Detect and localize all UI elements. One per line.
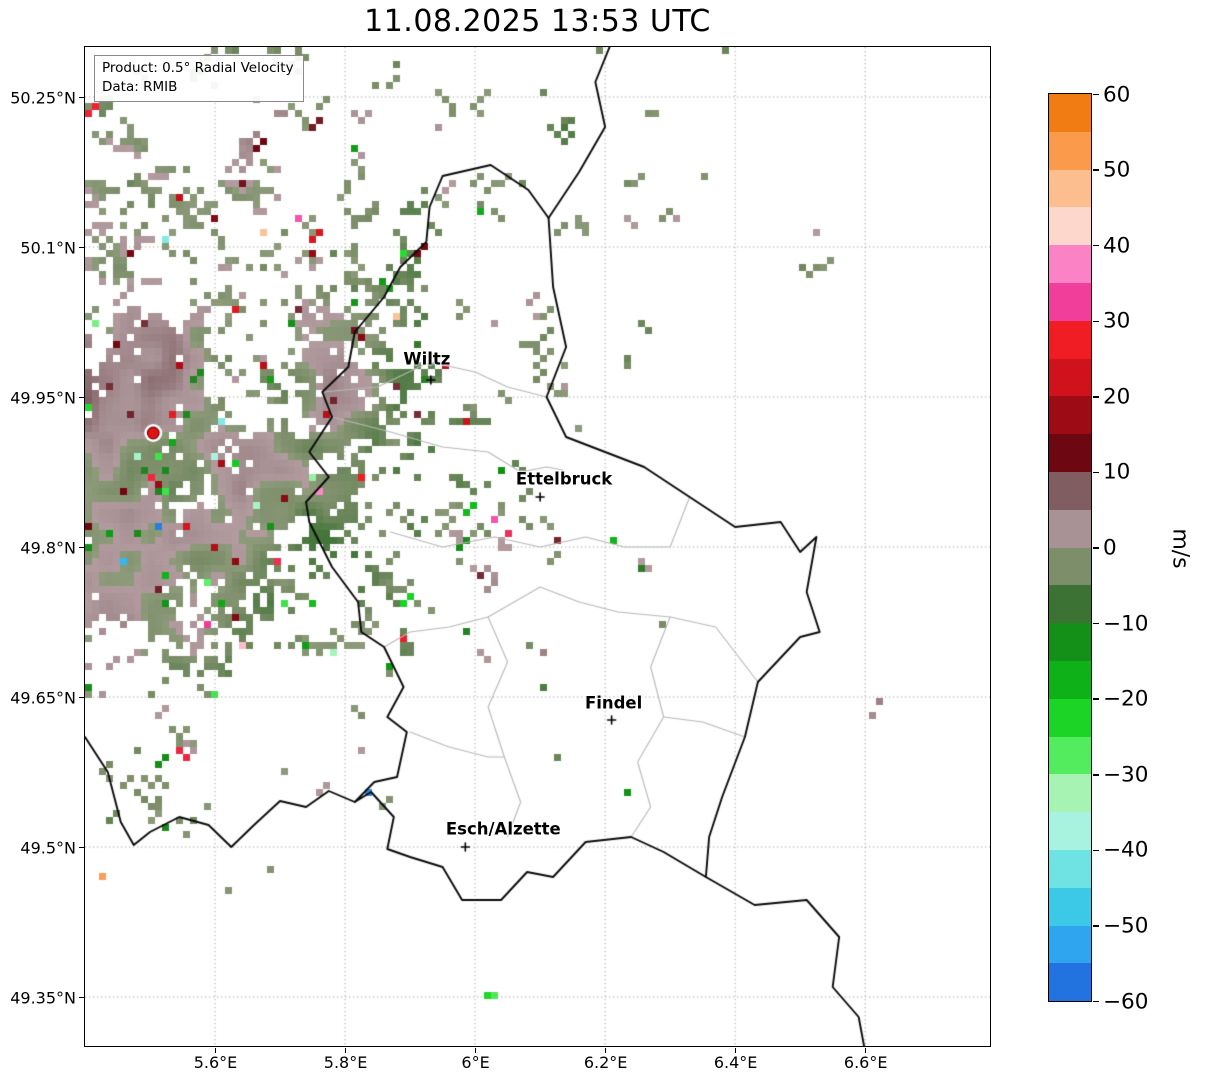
lat-tick-label: 49.35°N	[10, 988, 76, 1007]
colorbar-tick-mark	[1093, 698, 1099, 700]
lon-tick-mark	[604, 1047, 607, 1053]
lat-tick-label: 49.65°N	[10, 688, 76, 707]
colorbar-tick-label: 40	[1103, 233, 1131, 259]
colorbar-band	[1049, 320, 1091, 359]
figure-title: 11.08.2025 13:53 UTC	[364, 4, 711, 39]
colorbar-tick-label: −30	[1103, 762, 1149, 788]
colorbar-band	[1049, 812, 1091, 850]
lat-tick-label: 49.8°N	[20, 538, 76, 557]
colorbar-tick-mark	[1093, 1000, 1099, 1003]
map-plot: Product: 0.5° Radial Velocity Data: RMIB…	[84, 46, 991, 1047]
lat-tick-label: 50.1°N	[20, 238, 76, 257]
colorbar	[1048, 93, 1092, 1002]
lat-tick-mark	[79, 96, 84, 99]
data-source-label: Data: RMIB	[102, 78, 178, 95]
colorbar-tick-mark	[1093, 396, 1099, 398]
lon-tick-label: 6.6°E	[843, 1053, 888, 1072]
lon-tick-label: 5.8°E	[323, 1053, 368, 1072]
colorbar-tick-label: −10	[1103, 611, 1149, 637]
colorbar-band	[1049, 434, 1091, 472]
colorbar-band	[1049, 509, 1091, 548]
colorbar-tick-label: 30	[1103, 308, 1131, 334]
lat-tick-mark	[79, 846, 84, 849]
colorbar-tick-mark	[1093, 925, 1099, 927]
colorbar-tick-label: 60	[1103, 82, 1131, 107]
lon-tick-mark	[474, 1047, 477, 1053]
colorbar-tick-mark	[1093, 320, 1099, 322]
colorbar-tick-label: 20	[1103, 384, 1131, 410]
lon-tick-mark	[344, 1047, 347, 1053]
colorbar-band	[1049, 736, 1091, 775]
product-label: Product: 0.5° Radial Velocity	[102, 60, 294, 76]
colorbar-band	[1049, 963, 1091, 1002]
lat-tick-label: 50.25°N	[10, 88, 76, 107]
colorbar-band	[1049, 774, 1091, 813]
colorbar-band	[1049, 282, 1091, 321]
lon-tick-label: 5.6°E	[193, 1053, 238, 1072]
colorbar-band	[1049, 131, 1091, 170]
colorbar-tick-mark	[1093, 244, 1099, 247]
colorbar-tick-mark	[1093, 471, 1099, 474]
colorbar-tick-mark	[1093, 169, 1099, 171]
lat-tick-label: 49.95°N	[10, 388, 76, 407]
radar-map-canvas	[85, 47, 990, 1046]
lat-tick-mark	[79, 396, 84, 399]
lon-tick-mark	[864, 1047, 867, 1053]
colorbar-tick-mark	[1093, 93, 1099, 96]
colorbar-band	[1049, 623, 1091, 661]
colorbar-band	[1049, 925, 1091, 964]
colorbar-tick-label: −20	[1103, 686, 1149, 712]
colorbar-band	[1049, 94, 1091, 132]
colorbar-tick-mark	[1093, 622, 1099, 625]
colorbar-band	[1049, 245, 1091, 283]
colorbar-tick-mark	[1093, 774, 1099, 776]
lat-tick-mark	[79, 546, 84, 549]
product-info-box: Product: 0.5° Radial Velocity Data: RMIB	[94, 55, 304, 102]
colorbar-band	[1049, 585, 1091, 624]
colorbar-tick-label: 50	[1103, 157, 1131, 183]
colorbar-band	[1049, 660, 1091, 699]
colorbar-band	[1049, 471, 1091, 510]
colorbar-band	[1049, 849, 1091, 888]
lon-tick-label: 6°E	[461, 1053, 490, 1072]
lon-tick-label: 6.2°E	[583, 1053, 628, 1072]
lon-tick-mark	[214, 1047, 217, 1053]
lon-tick-label: 6.4°E	[713, 1053, 758, 1072]
colorbar-unit-label: m/s	[1167, 528, 1193, 569]
colorbar-tick-label: 10	[1103, 459, 1131, 485]
colorbar-band	[1049, 358, 1091, 397]
colorbar-band	[1049, 547, 1091, 586]
colorbar-band	[1049, 698, 1091, 737]
lat-tick-mark	[79, 246, 84, 249]
colorbar-tick-mark	[1093, 547, 1099, 549]
colorbar-band	[1049, 396, 1091, 435]
colorbar-tick-label: −50	[1103, 913, 1149, 939]
colorbar-tick-mark	[1093, 849, 1099, 852]
colorbar-band	[1049, 887, 1091, 926]
colorbar-tick-label: −60	[1103, 989, 1149, 1014]
colorbar-band	[1049, 207, 1091, 246]
lat-tick-mark	[79, 996, 84, 999]
lat-tick-label: 49.5°N	[20, 838, 76, 857]
lat-tick-mark	[79, 696, 84, 699]
lon-tick-mark	[734, 1047, 737, 1053]
colorbar-band	[1049, 169, 1091, 208]
colorbar-tick-label: −40	[1103, 837, 1149, 863]
colorbar-tick-label: 0	[1103, 535, 1117, 561]
